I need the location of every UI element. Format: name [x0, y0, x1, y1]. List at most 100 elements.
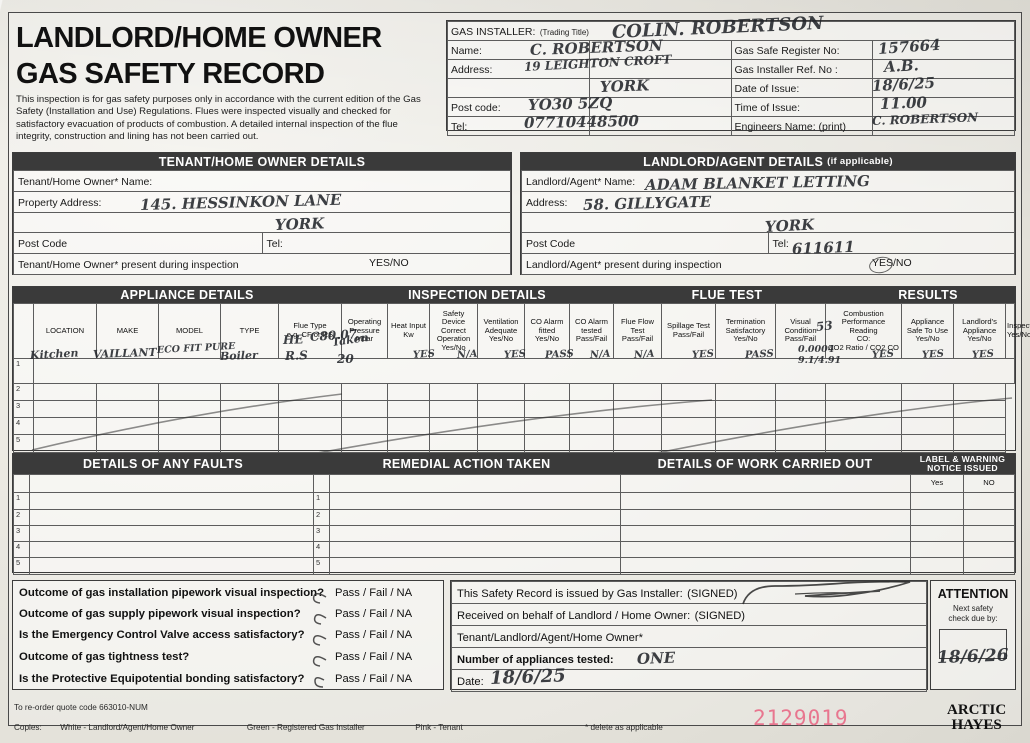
outcome-question-5: Is the Protective Equipotential bonding … [19, 672, 305, 685]
landlord-details-heading-text: LANDLORD/AGENT DETAILS [643, 154, 824, 169]
header-annotation-combustion-co: 53 [815, 318, 834, 334]
table-row[interactable]: 5 [13, 434, 1015, 453]
date-of-issue-value: 18/6/25 [871, 73, 936, 95]
label-warning-no-header: NO [963, 474, 1015, 493]
col-flue-type: Flue Type e.g. CF or RS [278, 303, 342, 359]
signoff-date-value: 18/6/25 [489, 665, 567, 689]
faults-row[interactable]: 4 4 [13, 541, 1015, 558]
remedial-row-number-4: 4 [313, 541, 330, 558]
outcome-question-3: Is the Emergency Control Valve access sa… [19, 629, 305, 642]
col-inspected: InspectedYes/No [1005, 303, 1030, 359]
landlord-name-label: Landlord/Agent* Name: [526, 176, 636, 188]
brand-logo: ARCTIC HAYES [947, 703, 1006, 733]
installer-tel-label: Tel: [451, 121, 468, 133]
row-number-3: 3 [13, 400, 34, 418]
issued-by-note: (SIGNED) [687, 587, 738, 600]
faults-row-number-5: 5 [13, 557, 30, 575]
copy-white: White - Landlord/Agent/Home Owner [60, 723, 195, 732]
faults-row-number-4: 4 [13, 541, 30, 558]
remedial-row-number-5: 5 [313, 557, 330, 575]
outcome-question-4: Outcome of gas tightness test? [19, 650, 190, 663]
faults-section: DETAILS OF ANY FAULTS REMEDIAL ACTION TA… [12, 453, 1016, 575]
faults-row[interactable]: 1 1 [13, 492, 1015, 510]
next-check-date-field[interactable] [939, 629, 1007, 659]
row-number-2: 2 [13, 383, 34, 401]
landlord-address-label: Address: [526, 197, 568, 209]
group-heading-appliance-details: APPLIANCE DETAILS [33, 287, 341, 303]
row1-operating-pressure-value: 20 [337, 352, 354, 366]
appliance-inspection-table: APPLIANCE DETAILS INSPECTION DETAILS FLU… [12, 286, 1030, 453]
col-type: TYPE [220, 303, 279, 359]
reorder-code: To re-order quote code 663010-NUM [14, 703, 148, 712]
copy-pink: Pink - Tenant [415, 723, 463, 732]
installer-ref-label: Gas Installer Ref. No : [734, 64, 838, 76]
engineers-name-label: Engineers Name: (print) [734, 121, 846, 133]
faults-row[interactable]: 5 5 [13, 557, 1015, 575]
tenant-details-box: TENANT/HOME OWNER DETAILS Tenant/Home Ow… [12, 152, 512, 275]
page-title-line2: GAS SAFETY RECORD [16, 58, 325, 91]
remedial-row-number-2: 2 [313, 509, 330, 526]
heading-details-of-faults: DETAILS OF ANY FAULTS [13, 454, 313, 474]
brand-line-1: ARCTIC [947, 702, 1007, 718]
gas-safe-register-label: Gas Safe Register No: [734, 45, 840, 57]
installer-trading-label: GAS INSTALLER: [451, 26, 536, 38]
installer-tel-value: 07710448500 [523, 111, 639, 132]
outcome-options-5[interactable]: Pass / Fail / NA [335, 672, 413, 685]
time-of-issue-label: Time of Issue: [734, 102, 801, 114]
faults-row-number-1: 1 [13, 492, 30, 510]
installer-trading-note: (Trading Title) [539, 28, 589, 37]
faults-row[interactable]: 2 2 [13, 509, 1015, 526]
intro-paragraph: This inspection is for gas safety purpos… [16, 94, 421, 143]
brand-line-2: HAYES [951, 717, 1002, 733]
row1-combustion-value-2: 9.1/4.91 [798, 355, 842, 366]
col-appliance-safe: Appliance Safe To Use Yes/No [901, 303, 954, 359]
outcome-options-4[interactable]: Pass / Fail / NA [335, 650, 413, 663]
col-operating-pressure: Operating Pressure Mbar [341, 303, 388, 359]
table-row[interactable]: 3 [13, 400, 1015, 418]
table-row[interactable]: 1 [13, 358, 1015, 384]
tenant-details-heading: TENANT/HOME OWNER DETAILS [13, 153, 511, 170]
outcome-options-2[interactable]: Pass / Fail / NA [335, 608, 413, 621]
tenant-present-options[interactable]: YES/NO [369, 257, 409, 269]
serial-number: 2129019 [753, 706, 849, 730]
landlord-details-heading-note: (if applicable) [827, 156, 893, 167]
gas-installer-box: GAS INSTALLER: (Trading Title) Name: Gas… [446, 20, 1016, 136]
row1-safety-device-value: YES [412, 348, 436, 361]
outcome-options-1[interactable]: Pass / Fail / NA [335, 586, 413, 599]
copy-green: Green - Registered Gas Installer [246, 723, 365, 732]
next-check-date-value: 18/6/26 [936, 645, 1009, 668]
row1-flue-flow-value: N/A [589, 348, 611, 361]
installer-postcode-value: YO30 5ZQ [527, 93, 613, 114]
landlord-details-box: LANDLORD/AGENT DETAILS (if applicable) L… [520, 152, 1016, 275]
heading-remedial-action: REMEDIAL ACTION TAKEN [313, 454, 620, 474]
row1-co-alarm-tested-value: PASS [544, 348, 575, 361]
row1-make-value: VAILLANT [92, 345, 157, 361]
remedial-row-number-3: 3 [313, 525, 330, 542]
landlord-address-value2: YORK [764, 215, 815, 236]
table-row[interactable]: 4 [13, 417, 1015, 435]
installer-address-label: Address: [451, 64, 493, 76]
faults-row[interactable]: 3 3 [13, 525, 1015, 542]
installer-name-label: Name: [451, 45, 482, 57]
landlord-present-options[interactable]: YES/NO [872, 257, 912, 269]
installer-postcode-label: Post code: [451, 102, 501, 114]
tenant-tel-label: Tel: [266, 238, 283, 250]
installer-ref-value: A.B. [883, 56, 920, 76]
row1-combustion-value-1: 0.0004 [798, 344, 835, 355]
tenant-address-label: Property Address: [18, 197, 102, 209]
row1-flue-type-value: R.S [284, 348, 309, 363]
group-heading-inspection-details: INSPECTION DETAILS [341, 287, 613, 303]
landlord-details-heading: LANDLORD/AGENT DETAILS (if applicable) [521, 153, 1015, 170]
label-warning-yes-header: Yes [910, 474, 964, 493]
outcome-options-3[interactable]: Pass / Fail / NA [335, 629, 413, 642]
copies-label: Copies: [14, 723, 42, 732]
appliances-tested-value: ONE [636, 648, 676, 668]
delete-as-applicable-note: * delete as applicable [585, 723, 663, 732]
row1-type-value: Boiler [219, 348, 259, 363]
table-row[interactable]: 2 [13, 383, 1015, 401]
faults-row-number-3: 3 [13, 525, 30, 542]
row-number-5: 5 [13, 434, 34, 453]
row1-co-alarm-fitted-value: YES [503, 348, 527, 361]
remedial-row-number-1: 1 [313, 492, 330, 510]
